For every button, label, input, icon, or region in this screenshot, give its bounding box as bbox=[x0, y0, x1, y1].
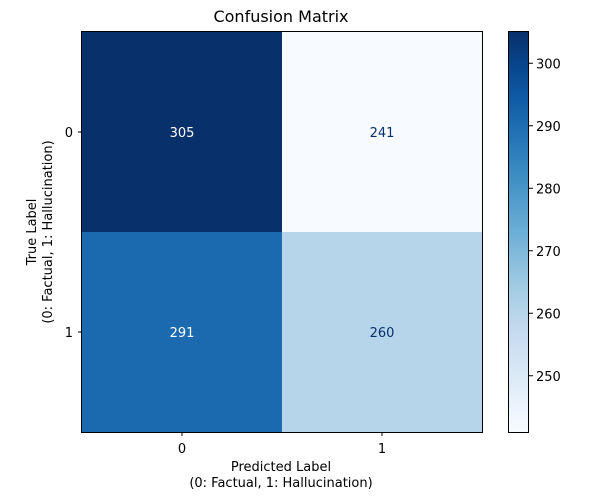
cell-value-0-1: 241 bbox=[370, 126, 395, 141]
colorbar-ticks: 250 260 270 280 290 300 bbox=[529, 57, 561, 385]
y-tick-label: 1 bbox=[65, 326, 73, 341]
x-axis-label-subtitle: (0: Factual, 1: Hallucination) bbox=[189, 476, 372, 491]
y-axis-label-subtitle: (0: Factual, 1: Hallucination) bbox=[41, 140, 56, 323]
cell-value-1-0: 291 bbox=[170, 326, 195, 341]
y-axis-ticks: 01 bbox=[65, 126, 82, 341]
chart-title: Confusion Matrix bbox=[213, 7, 348, 26]
x-tick-label: 0 bbox=[178, 442, 186, 457]
colorbar bbox=[509, 32, 529, 433]
colorbar-tick-label: 290 bbox=[536, 120, 561, 135]
colorbar-tick-label: 300 bbox=[536, 57, 561, 72]
y-tick-label: 0 bbox=[65, 126, 73, 141]
colorbar-tick-label: 260 bbox=[536, 307, 561, 322]
colorbar-tick-label: 280 bbox=[536, 182, 561, 197]
heatmap-cells bbox=[82, 32, 482, 432]
cell-value-1-1: 260 bbox=[370, 326, 395, 341]
colorbar-tick-label: 270 bbox=[536, 245, 561, 260]
cell-value-0-0: 305 bbox=[170, 126, 195, 141]
y-axis-label: True Label bbox=[25, 199, 40, 267]
x-axis-label: Predicted Label bbox=[231, 460, 331, 475]
colorbar-tick-label: 250 bbox=[536, 370, 561, 385]
x-tick-label: 1 bbox=[378, 442, 386, 457]
